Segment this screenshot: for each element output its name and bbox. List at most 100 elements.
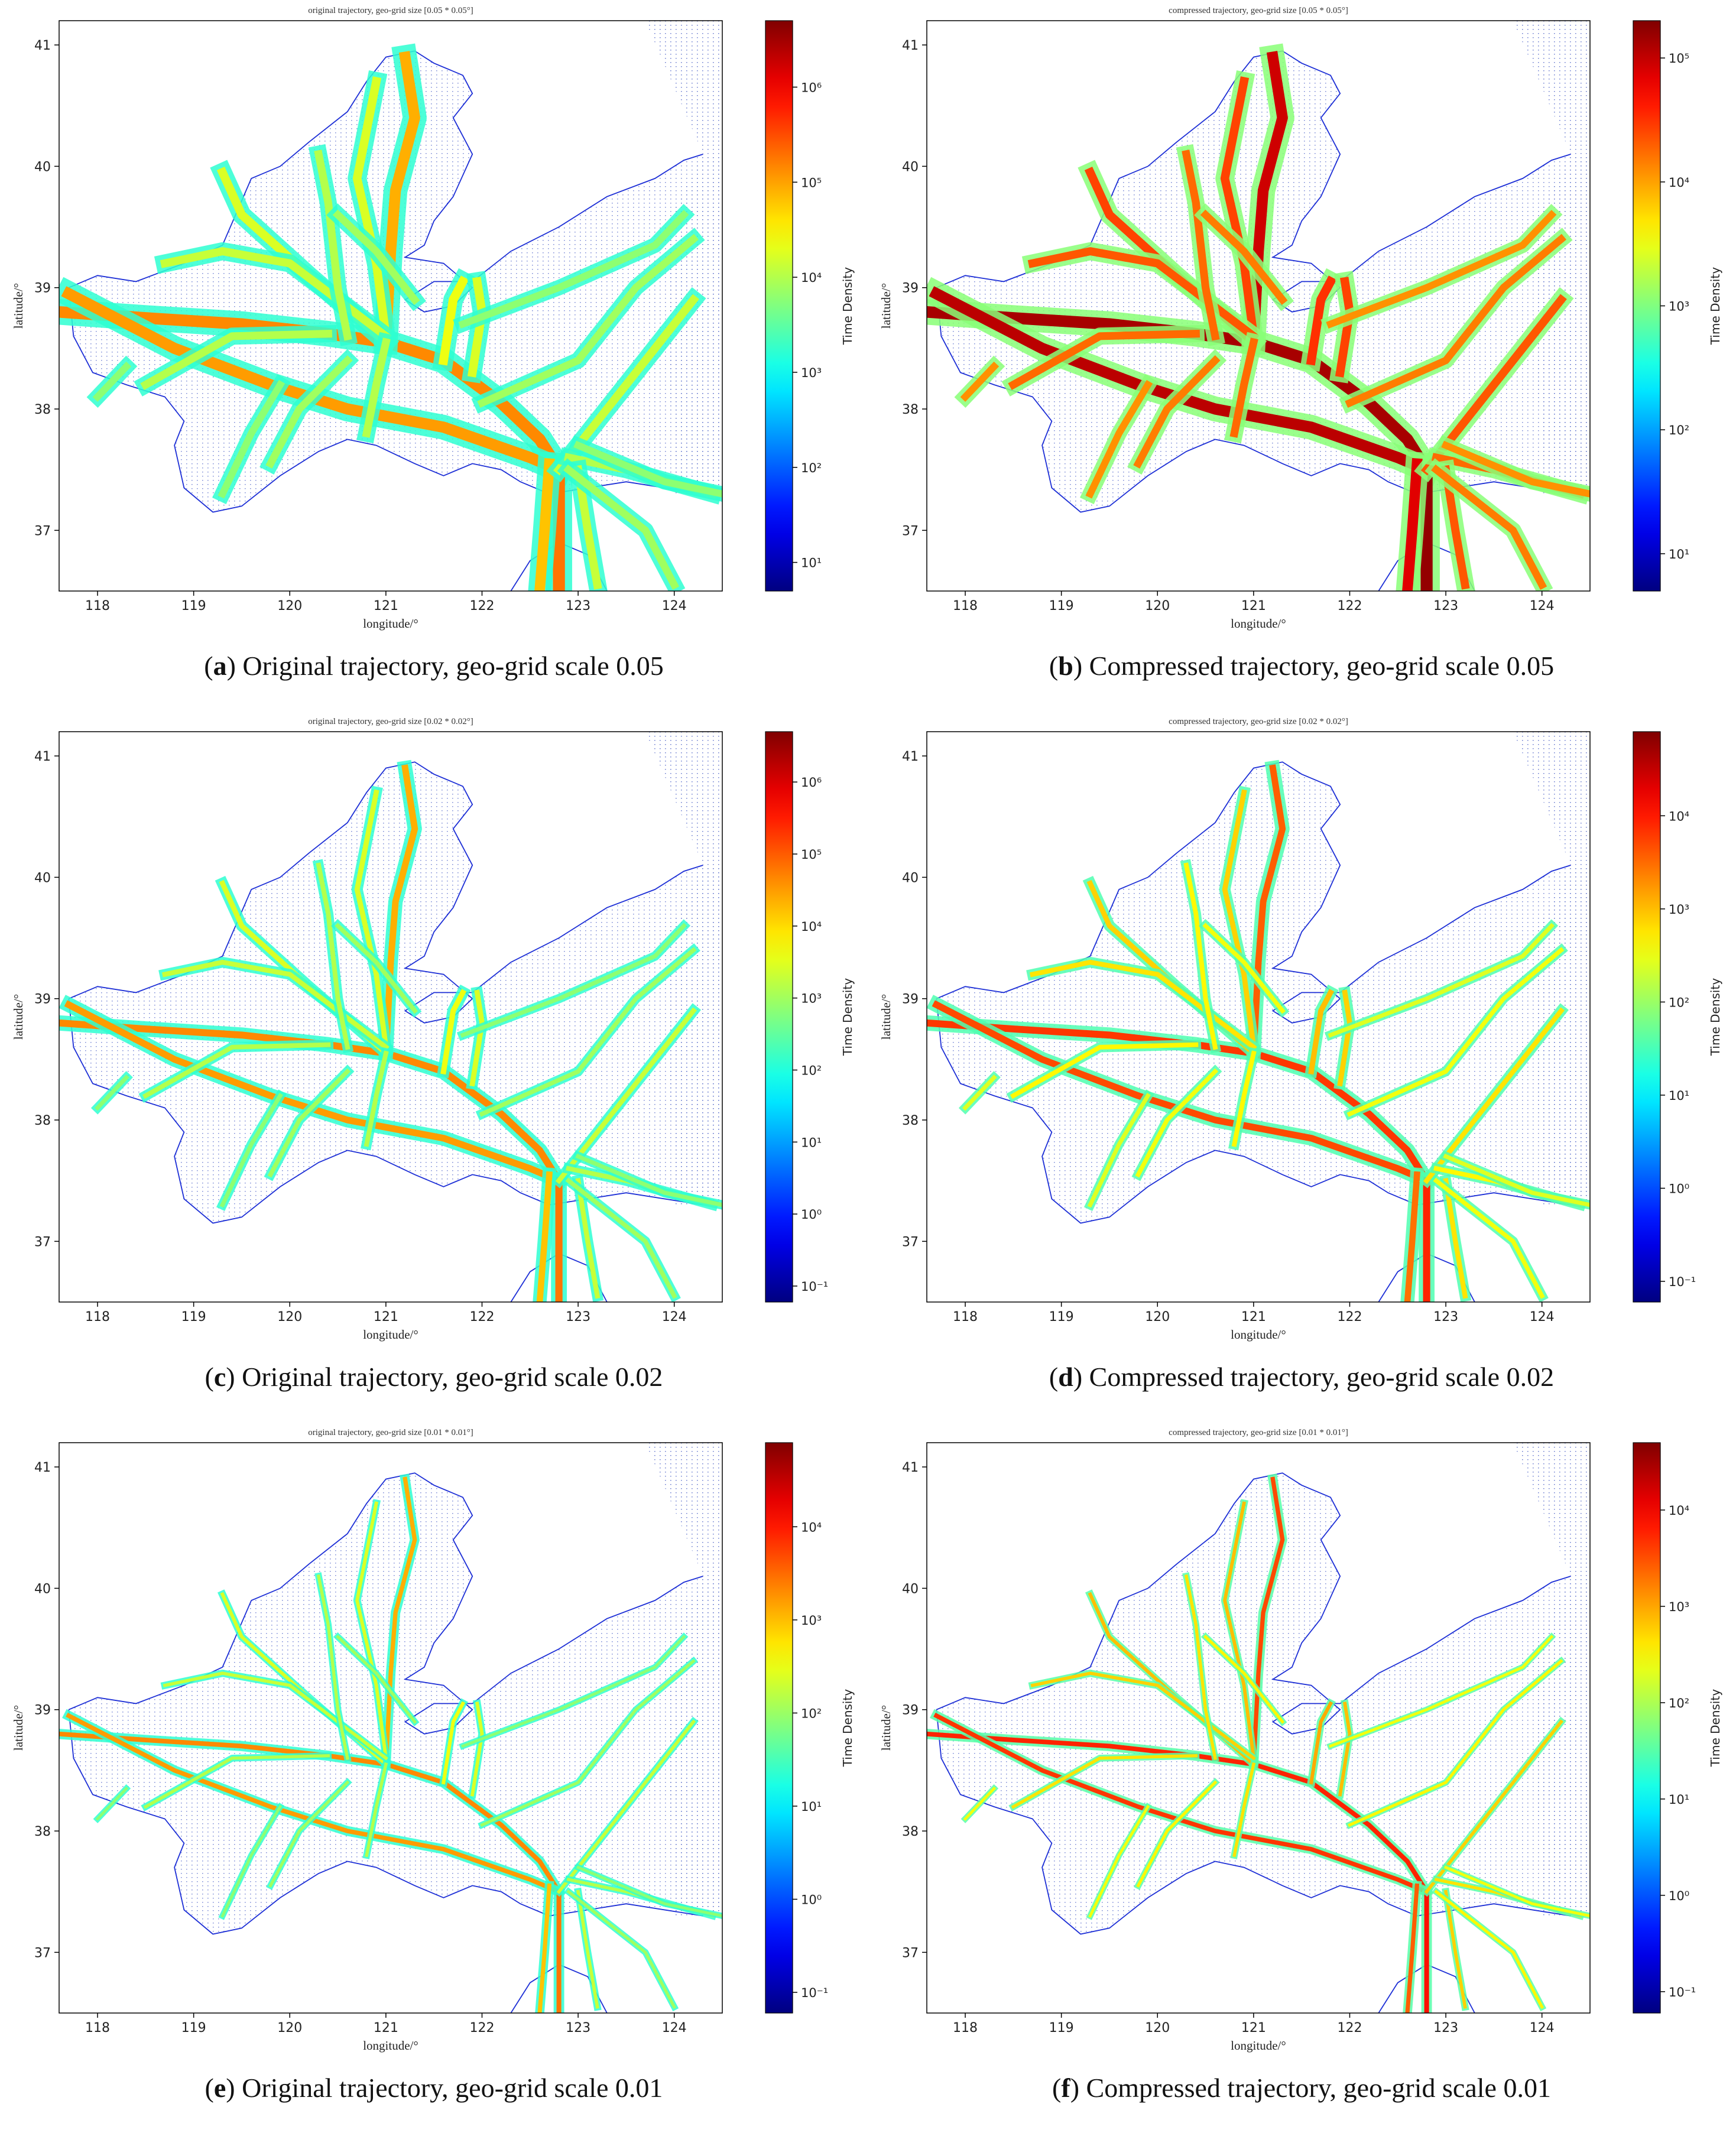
y-tick-label: 39 [902, 281, 919, 296]
colorbar-tick-label: 10⁻¹ [1669, 1985, 1696, 1999]
lane-core-23 [1203, 1634, 1285, 1724]
colorbar-tick-label: 10² [801, 1706, 822, 1720]
caption-text: Original trajectory, geo-grid scale 0.05 [235, 651, 664, 681]
lane-core-9 [440, 989, 467, 1075]
coastline-0 [936, 1472, 1571, 1735]
y-axis-label: latitude/° [879, 994, 893, 1040]
plot-frame [926, 1442, 1591, 2014]
y-axis-label: latitude/° [11, 994, 25, 1040]
y-tick-label: 37 [902, 1946, 919, 1960]
y-tick-label: 40 [902, 1582, 919, 1596]
x-tick-label: 118 [85, 599, 110, 613]
colorbar-tick-label: 10⁵ [1669, 51, 1689, 66]
sea-grid-east [645, 732, 722, 1205]
caption-letter: e [213, 2073, 226, 2103]
map-layer [59, 732, 722, 1302]
x-tick-label: 118 [85, 1310, 110, 1324]
lane-core-18 [1010, 1042, 1199, 1099]
caption-text: Original trajectory, geo-grid scale 0.02 [235, 1362, 663, 1392]
colorbar [1633, 731, 1661, 1303]
caption-f: (f) Compressed trajectory, geo-grid scal… [1052, 2073, 1551, 2103]
colorbar-tick-label: 10⁵ [801, 176, 822, 190]
y-axis-label: latitude/° [879, 1705, 893, 1751]
map-layer [927, 21, 1590, 591]
lane-core-3 [537, 1883, 552, 2013]
x-tick-label: 121 [374, 2021, 398, 2035]
x-axis-label: longitude/° [1231, 1327, 1286, 1342]
lane-core-15 [365, 1762, 388, 1858]
lane-core-15 [1231, 1050, 1257, 1147]
y-tick-label: 37 [902, 524, 919, 538]
lane-core-9 [1308, 989, 1335, 1075]
lane-core-22 [94, 1074, 129, 1111]
y-tick-label: 40 [902, 871, 919, 885]
lane-core-18 [1008, 329, 1200, 390]
y-tick-label: 38 [902, 402, 919, 417]
colorbar [765, 731, 793, 1303]
colorbar-tick-label: 10⁰ [801, 1892, 822, 1907]
lane-core-21 [1443, 1153, 1590, 1207]
lane-core-1 [64, 1000, 564, 1186]
lane-core-15 [1232, 1762, 1256, 1858]
lane-core-4 [380, 51, 420, 348]
y-tick-label: 41 [34, 749, 51, 764]
lane-core-16 [1133, 355, 1221, 469]
colorbar-tick-label: 10² [1669, 995, 1689, 1009]
lane-core-21 [1441, 440, 1590, 498]
x-tick-label: 120 [277, 1310, 302, 1324]
lane-core-1 [929, 286, 1435, 478]
lane-core-20 [563, 464, 680, 590]
y-axis-label: latitude/° [11, 1705, 25, 1751]
y-tick-label: 40 [34, 160, 51, 174]
x-axis-label: longitude/° [1231, 2038, 1286, 2053]
lane-core-17 [218, 379, 285, 499]
lane-core-11 [556, 1719, 696, 1894]
sea-grid-east [645, 1443, 722, 1916]
colorbar-tick-label: 10⁴ [1669, 1504, 1689, 1518]
lane-core-23 [335, 923, 418, 1014]
lane-core-21 [575, 1153, 722, 1207]
lane-core-3 [1404, 1171, 1420, 1302]
y-axis-label: latitude/° [879, 283, 893, 329]
y-tick-label: 39 [34, 992, 51, 1007]
panel-d: compressed trajectory, geo-grid size [0.… [868, 711, 1735, 1422]
lane-core-21 [1444, 1865, 1590, 1918]
x-tick-label: 124 [662, 1310, 687, 1324]
lane-core-16 [268, 1780, 350, 1888]
colorbar-tick-label: 10³ [801, 366, 822, 380]
colorbar-tick-label: 10⁴ [1669, 176, 1689, 190]
lane-core-4 [1251, 1476, 1285, 1767]
x-axis-label: longitude/° [363, 1327, 418, 1342]
lane-core-3 [1402, 457, 1423, 591]
colorbar-tick-label: 10¹ [801, 556, 822, 570]
x-tick-label: 124 [1530, 2021, 1555, 2035]
map-layer [59, 1443, 722, 2013]
lane-core-5 [1222, 789, 1257, 1050]
caption-text: Compressed trajectory, geo-grid scale 0.… [1079, 2073, 1551, 2103]
colorbar-tick-label: 10² [1669, 423, 1689, 437]
x-tick-label: 118 [953, 1310, 978, 1324]
colorbar-tick-label: 10⁴ [1669, 809, 1689, 823]
lane-core-13 [1348, 1659, 1563, 1827]
colorbar-label: Time Density [1708, 1689, 1722, 1768]
lane-core-18 [142, 1042, 331, 1099]
lane-core-1 [933, 1712, 1430, 1895]
caption-text: Original trajectory, geo-grid scale 0.01 [235, 2073, 663, 2103]
lane-core-19 [1443, 1889, 1467, 2009]
x-tick-label: 119 [181, 2021, 206, 2035]
lane-core-4 [1250, 764, 1286, 1057]
lane-core-1 [932, 1000, 1432, 1186]
lane-core-20 [565, 1177, 677, 1299]
lane-core-4 [1248, 51, 1288, 348]
x-tick-label: 123 [1433, 1310, 1458, 1324]
caption-letter: d [1058, 1362, 1073, 1392]
x-axis-label: longitude/° [363, 2038, 418, 2053]
y-tick-label: 38 [34, 402, 51, 417]
lane-core-22 [92, 361, 132, 402]
lane-core-13 [479, 947, 697, 1117]
panel-c: original trajectory, geo-grid size [0.02… [0, 711, 868, 1422]
lane-core-22 [960, 361, 1000, 402]
panel-e: original trajectory, geo-grid size [0.01… [0, 1422, 868, 2133]
lane-core-21 [573, 440, 722, 498]
lane-core-22 [95, 1786, 129, 1821]
